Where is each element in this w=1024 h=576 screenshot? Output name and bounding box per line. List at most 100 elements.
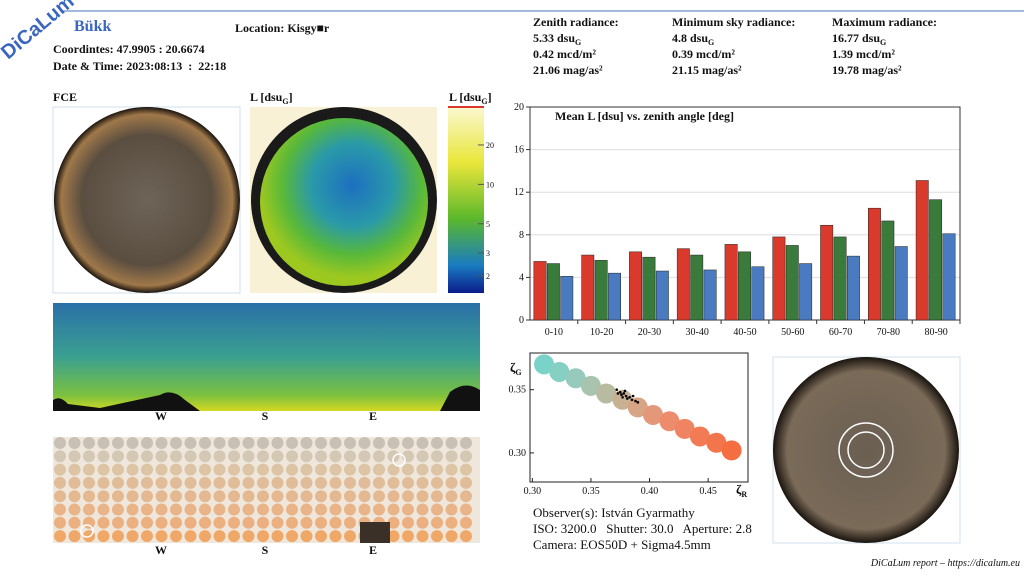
dot xyxy=(300,503,313,516)
dot xyxy=(54,530,66,543)
dot xyxy=(344,516,356,529)
dot xyxy=(315,463,327,476)
dot xyxy=(242,463,255,476)
dot xyxy=(228,490,240,503)
dot xyxy=(155,437,168,449)
dot xyxy=(141,490,153,503)
dot xyxy=(286,516,298,529)
dot xyxy=(460,490,472,503)
radiance-mcd: 0.39 mcd/m² xyxy=(672,47,735,61)
dot xyxy=(286,450,298,463)
value: 4.8 dsu xyxy=(672,31,708,45)
y-tick-label: 8 xyxy=(519,230,524,241)
dot xyxy=(300,476,313,489)
dot xyxy=(445,530,458,543)
dot xyxy=(257,463,269,476)
dot xyxy=(402,476,414,489)
label-sub: G xyxy=(515,368,521,377)
panel-label: FCE xyxy=(53,90,77,104)
dot xyxy=(329,437,342,449)
direction-labels: W W S S E E xyxy=(155,409,377,557)
bar xyxy=(690,254,704,321)
dot xyxy=(228,450,240,463)
dot xyxy=(112,503,124,516)
radiance-mag: 21.06 mag/as² xyxy=(533,63,603,77)
dot xyxy=(170,437,182,449)
dot xyxy=(213,530,226,543)
dot xyxy=(155,516,168,529)
dot xyxy=(286,476,298,489)
dot xyxy=(54,503,66,516)
sample-point xyxy=(636,401,640,404)
dot xyxy=(228,516,240,529)
dot xyxy=(460,476,472,489)
dot xyxy=(271,463,284,476)
bar xyxy=(608,272,621,321)
bar xyxy=(833,236,847,321)
radiance-mag: 19.78 mag/as² xyxy=(832,63,902,77)
dot xyxy=(329,503,342,516)
dot xyxy=(112,490,124,503)
dot xyxy=(141,503,153,516)
bar xyxy=(929,199,943,321)
dot xyxy=(97,437,110,449)
dot xyxy=(431,437,443,449)
dot xyxy=(184,530,197,543)
dot xyxy=(112,516,124,529)
sample-point xyxy=(621,395,624,399)
dot xyxy=(213,437,226,449)
sample-point xyxy=(623,389,627,393)
dot xyxy=(373,476,385,489)
y-tick-label: 20 xyxy=(514,102,524,113)
label-sub: G xyxy=(481,97,487,106)
dot xyxy=(97,476,110,489)
sample-point xyxy=(622,392,626,395)
dot xyxy=(445,516,458,529)
settings: ISO: 3200.0 Shutter: 30.0 Aperture: 2.8 xyxy=(533,521,752,536)
dot xyxy=(83,476,95,489)
y-tick-label: 0 xyxy=(519,315,524,326)
y-tick-label: 0.30 xyxy=(509,448,527,459)
dot xyxy=(97,490,110,503)
dot xyxy=(416,490,429,503)
dot xyxy=(242,490,255,503)
colorbar xyxy=(448,107,484,293)
bar xyxy=(915,180,929,321)
dot xyxy=(431,516,443,529)
colorbar-tick-label: 2 xyxy=(486,272,490,281)
photo xyxy=(773,357,959,543)
marker-ring xyxy=(80,524,94,538)
dot xyxy=(387,516,400,529)
dot xyxy=(344,463,356,476)
dot xyxy=(315,476,327,489)
dot xyxy=(68,437,81,449)
bar xyxy=(629,251,643,321)
dot xyxy=(184,450,197,463)
dot xyxy=(170,490,182,503)
dot xyxy=(213,463,226,476)
dot xyxy=(387,530,400,543)
dot xyxy=(199,476,211,489)
dot xyxy=(199,503,211,516)
dot xyxy=(141,476,153,489)
datetime: Date & Time: 2023:08:13 : 22:18 xyxy=(53,59,226,73)
sample-point xyxy=(625,397,629,400)
dot xyxy=(199,530,211,543)
color-point xyxy=(612,389,633,410)
bar xyxy=(546,263,560,321)
y-tick-label: 12 xyxy=(514,187,524,198)
dot xyxy=(373,490,385,503)
dot xyxy=(213,516,226,529)
lmap-image xyxy=(260,118,428,286)
dot xyxy=(402,490,414,503)
color-point xyxy=(721,440,742,461)
dot xyxy=(286,530,298,543)
dot xyxy=(329,450,342,463)
dot xyxy=(416,530,429,543)
dot xyxy=(68,503,81,516)
dot xyxy=(213,490,226,503)
dot xyxy=(184,476,197,489)
dot xyxy=(184,463,197,476)
dot xyxy=(170,530,182,543)
